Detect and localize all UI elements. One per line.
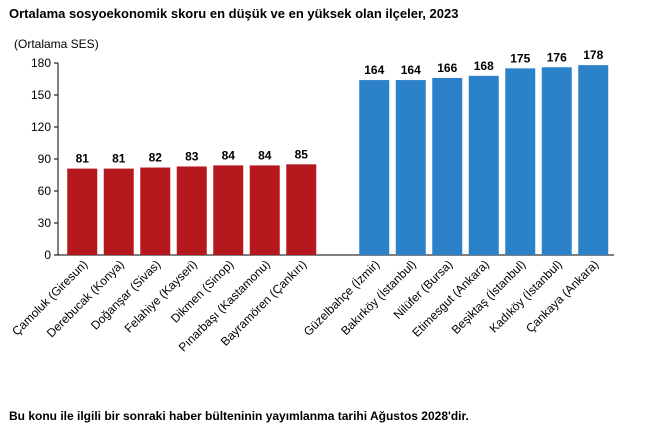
y-tick-label: 30	[38, 216, 52, 230]
data-label: 168	[474, 59, 494, 73]
y-tick-label: 60	[38, 184, 52, 198]
bar	[67, 168, 98, 255]
bar	[249, 165, 280, 255]
y-tick-label: 0	[44, 248, 51, 262]
data-label: 175	[510, 51, 530, 65]
bar	[505, 68, 536, 255]
bar	[213, 165, 244, 255]
chart-title: Ortalama sosyoekonomik skoru en düşük ve…	[9, 6, 459, 21]
bar	[578, 65, 609, 255]
bar	[432, 77, 463, 255]
data-label: 164	[364, 63, 384, 77]
data-label: 82	[149, 151, 163, 165]
y-tick-label: 120	[31, 120, 51, 134]
bar	[286, 164, 317, 255]
data-label: 166	[437, 61, 457, 75]
data-label: 176	[547, 50, 567, 64]
x-tick-label: Dikmen (Sinop)	[168, 257, 236, 325]
data-label: 83	[185, 149, 199, 163]
y-tick-label: 180	[31, 56, 51, 70]
y-tick-label: 90	[38, 152, 52, 166]
footer-note: Bu konu ile ilgili bir sonraki haber bül…	[9, 409, 469, 423]
data-label: 85	[295, 147, 309, 161]
bar	[468, 75, 499, 255]
data-label: 178	[583, 48, 603, 62]
y-tick-label: 150	[31, 88, 51, 102]
y-axis-label: (Ortalama SES)	[14, 37, 99, 51]
bar	[176, 166, 207, 255]
bar	[140, 167, 171, 255]
data-label: 164	[401, 63, 421, 77]
bar	[359, 80, 390, 255]
data-label: 81	[76, 152, 90, 166]
bar	[103, 168, 134, 255]
bar	[395, 80, 426, 255]
data-label: 81	[112, 152, 126, 166]
bar	[541, 67, 572, 256]
data-label: 84	[258, 148, 272, 162]
data-label: 84	[222, 148, 236, 162]
